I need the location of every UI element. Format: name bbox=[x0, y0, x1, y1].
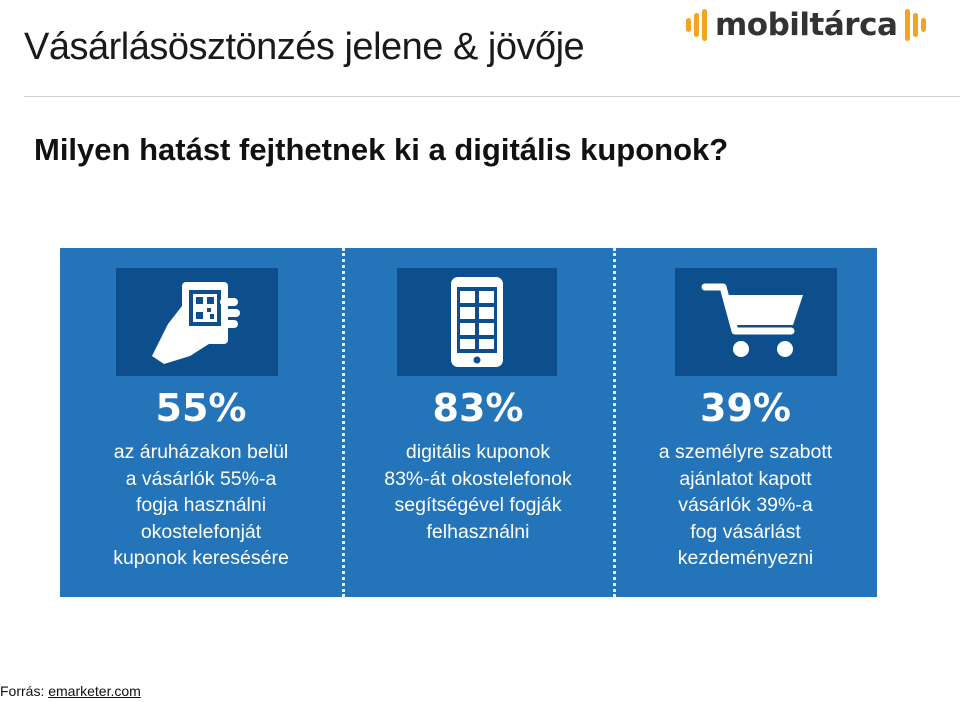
stat-percent-2: 83% bbox=[432, 386, 524, 430]
source-label: Forrás: bbox=[0, 683, 45, 699]
icon-box-3 bbox=[675, 268, 837, 376]
icon-box-2 bbox=[397, 268, 557, 376]
logo-text: mobiltárca bbox=[715, 7, 898, 43]
logo-left-bars-icon bbox=[686, 9, 707, 41]
hand-phone-qr-icon bbox=[152, 282, 240, 364]
stat-column-1: 55% az áruházakon belül a vásárlók 55%-a… bbox=[60, 248, 342, 597]
stat-line: fog vásárlást bbox=[690, 520, 801, 543]
stat-line: 83%-át okostelefonok bbox=[384, 467, 572, 490]
slide-subtitle: Milyen hatást fejthetnek ki a digitális … bbox=[34, 132, 729, 167]
icon-box-1 bbox=[116, 268, 278, 376]
stat-line: okostelefonját bbox=[140, 520, 262, 543]
column-divider bbox=[613, 248, 616, 597]
column-divider bbox=[342, 248, 345, 597]
stat-line: az áruházakon belül bbox=[113, 441, 289, 463]
stat-line: kezdeményezni bbox=[677, 547, 814, 569]
coupon-infographic: 55% az áruházakon belül a vásárlók 55%-a… bbox=[60, 248, 877, 597]
stat-line: segítségével fogják bbox=[394, 494, 562, 516]
source-citation: Forrás: emarketer.com bbox=[0, 683, 141, 699]
mobiltarca-logo: mobiltárca bbox=[686, 4, 956, 46]
stat-description-1: az áruházakon belül a vásárlók 55%-a fog… bbox=[66, 439, 336, 572]
stat-line: fogja használni bbox=[135, 494, 267, 516]
page-title: Vásárlásösztönzés jelene & jövője bbox=[24, 26, 585, 68]
logo-right-bars-icon bbox=[905, 9, 927, 41]
stat-percent-1: 55% bbox=[155, 386, 247, 430]
stat-description-2: digitális kuponok 83%-át okostelefonok s… bbox=[348, 439, 608, 545]
shopping-cart-icon bbox=[701, 283, 803, 357]
stat-line: felhasználni bbox=[426, 520, 530, 543]
stat-column-2: 83% digitális kuponok 83%-át okostelefon… bbox=[342, 248, 614, 597]
header-divider bbox=[24, 96, 960, 97]
stat-description-3: a személyre szabott ajánlatot kapott vás… bbox=[620, 439, 871, 572]
stat-line: digitális kuponok bbox=[405, 441, 551, 463]
stat-line: ajánlatot kapott bbox=[679, 467, 812, 490]
stat-percent-3: 39% bbox=[700, 386, 791, 430]
smartphone-icon bbox=[451, 277, 503, 367]
stat-column-3: 39% a személyre szabott ajánlatot kapott… bbox=[614, 248, 877, 597]
stat-line: kuponok keresésére bbox=[113, 547, 289, 569]
source-link[interactable]: emarketer.com bbox=[48, 683, 141, 699]
stat-line: a vásárlók 55%-a bbox=[125, 467, 277, 490]
stat-line: vásárlók 39%-a bbox=[678, 494, 813, 516]
stat-line: a személyre szabott bbox=[658, 441, 833, 463]
